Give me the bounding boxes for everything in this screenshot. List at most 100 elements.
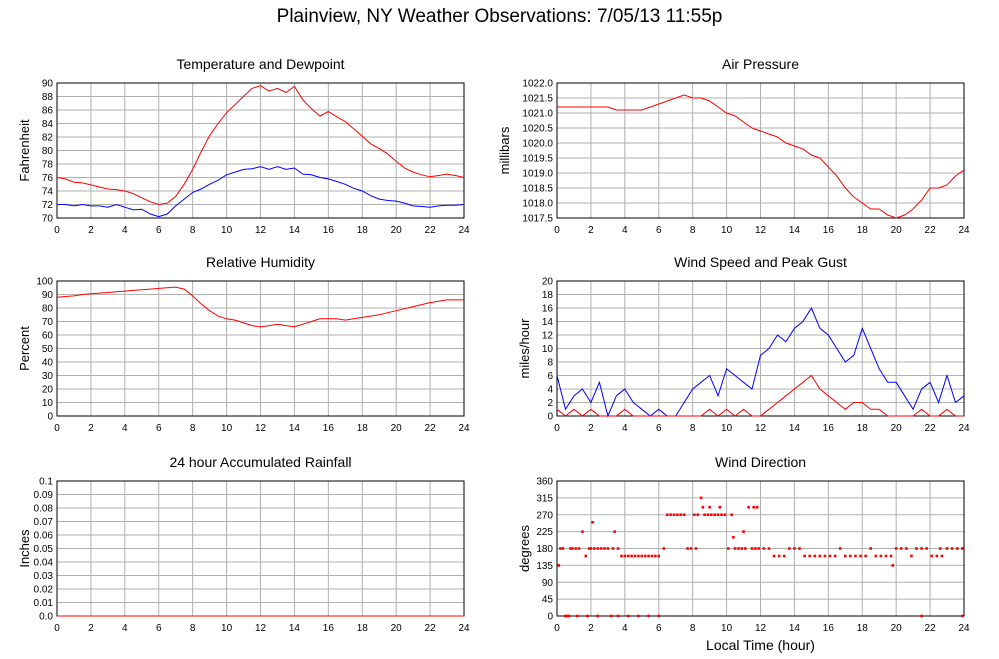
data-point (559, 547, 562, 550)
data-point (647, 614, 650, 618)
y-tick-label: 14 (542, 317, 554, 328)
y-tick-label: 86 (42, 106, 54, 117)
data-point (750, 547, 754, 550)
data-point (654, 554, 657, 558)
x-tick-label: 12 (255, 623, 267, 634)
data-point (596, 547, 599, 550)
data-point (587, 547, 591, 550)
y-tick-label: 0.04 (34, 558, 54, 569)
x-tick-label: 22 (425, 623, 437, 634)
data-point (599, 547, 603, 550)
x-tick-label: 10 (721, 623, 733, 634)
data-point (884, 554, 888, 558)
data-point (593, 547, 596, 550)
x-tick-label: 24 (958, 225, 970, 236)
data-point (686, 547, 689, 550)
y-tick-label: 30 (42, 371, 54, 382)
data-point (899, 547, 903, 550)
data-point (577, 547, 581, 550)
data-point (626, 614, 630, 618)
data-point (754, 547, 757, 550)
x-tick-label: 0 (554, 423, 560, 434)
data-point (716, 513, 720, 517)
x-tick-label: 8 (190, 423, 196, 434)
x-tick-label: 14 (289, 623, 301, 634)
x-tick-label: 16 (323, 623, 335, 634)
y-tick-label: 80 (42, 304, 54, 315)
y-tick-label: 1018.0 (522, 199, 553, 210)
x-tick-label: 24 (458, 225, 470, 236)
x-tick-label: 20 (391, 225, 403, 236)
x-tick-label: 16 (323, 423, 335, 434)
data-point (589, 547, 593, 550)
y-tick-label: 4 (547, 385, 553, 396)
y-tick-label: 74 (42, 187, 54, 198)
y-tick-label: 0.08 (34, 504, 54, 515)
x-tick-label: 6 (156, 423, 162, 434)
x-tick-label: 6 (156, 623, 162, 634)
y-tick-label: 1021.0 (522, 109, 553, 120)
x-tick-label: 22 (925, 423, 937, 434)
data-point (935, 554, 939, 558)
chart-title: Wind Speed and Peak Gust (674, 254, 847, 270)
x-tick-label: 2 (88, 423, 94, 434)
data-point (854, 554, 857, 558)
data-point (777, 554, 781, 558)
x-tick-label: 16 (823, 225, 835, 236)
data-point (920, 547, 923, 550)
y-tick-label: 0.05 (34, 544, 54, 555)
data-point (669, 513, 672, 517)
data-point (662, 547, 666, 550)
x-tick-label: 0 (554, 623, 560, 634)
data-point (640, 554, 644, 558)
data-point (940, 554, 944, 558)
y-tick-label: 80 (42, 146, 54, 157)
y-tick-label: 70 (42, 317, 54, 328)
x-tick-label: 22 (925, 623, 937, 634)
x-tick-label: 10 (221, 225, 233, 236)
data-point (905, 547, 908, 550)
x-tick-label: 12 (255, 423, 267, 434)
data-point (596, 614, 599, 618)
data-point (706, 513, 710, 517)
x-tick-label: 6 (656, 423, 662, 434)
data-point (828, 554, 832, 558)
data-point (570, 547, 574, 550)
data-point (565, 614, 569, 618)
data-point (889, 554, 893, 558)
y-tick-label: 2 (547, 398, 553, 409)
data-point (793, 547, 796, 550)
data-point (626, 554, 630, 558)
data-point (740, 547, 744, 550)
x-tick-label: 8 (190, 225, 196, 236)
data-point (859, 554, 862, 558)
x-tick-label: 24 (458, 623, 470, 634)
data-point (657, 614, 661, 618)
data-point (713, 513, 717, 517)
x-tick-label: 24 (958, 423, 970, 434)
y-tick-label: 8 (547, 358, 553, 369)
data-point (950, 547, 954, 550)
x-tick-label: 4 (622, 623, 628, 634)
data-point (708, 505, 711, 509)
chart-title: Air Pressure (722, 56, 799, 72)
series-line-0 (56, 286, 464, 328)
data-point (823, 554, 827, 558)
data-point (920, 614, 923, 618)
y-tick-label: 0.03 (34, 571, 54, 582)
data-point (603, 547, 606, 550)
y-tick-label: 0.06 (34, 531, 54, 542)
y-tick-label: 88 (42, 92, 54, 103)
y-tick-label: 82 (42, 133, 54, 144)
data-point (833, 554, 837, 558)
y-tick-label: 12 (542, 331, 554, 342)
x-tick-label: 0 (54, 623, 60, 634)
data-point (743, 547, 747, 550)
x-tick-label: 18 (857, 423, 869, 434)
x-tick-label: 22 (925, 225, 937, 236)
data-point (894, 547, 898, 550)
